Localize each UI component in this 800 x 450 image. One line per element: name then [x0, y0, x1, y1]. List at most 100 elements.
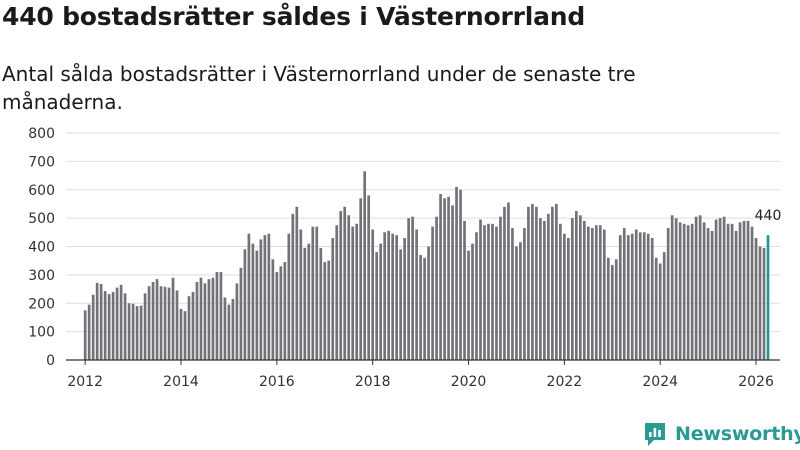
- bar: [427, 246, 430, 360]
- bar: [543, 220, 546, 360]
- x-tick-label: 2018: [355, 374, 391, 390]
- bar: [287, 233, 291, 360]
- bar: [758, 246, 762, 360]
- y-tick-label: 700: [28, 154, 55, 170]
- bar: [295, 206, 299, 360]
- bar: [319, 247, 323, 360]
- bars: [83, 171, 770, 361]
- bar: [87, 304, 91, 360]
- y-tick-label: 400: [28, 240, 55, 256]
- y-tick-label: 0: [46, 353, 55, 369]
- bar: [598, 225, 602, 360]
- bar: [115, 287, 119, 360]
- bar: [243, 249, 247, 360]
- bar: [511, 228, 514, 360]
- bar: [547, 213, 550, 360]
- bar: [487, 223, 490, 360]
- bar: [311, 226, 315, 360]
- bar: [367, 195, 371, 360]
- bar: [527, 206, 530, 360]
- gridlines: [66, 132, 780, 333]
- bar: [622, 228, 626, 360]
- bar: [654, 257, 658, 360]
- bar: [606, 257, 610, 360]
- bar: [610, 264, 614, 360]
- bar: [742, 220, 746, 360]
- bar: [279, 266, 283, 360]
- bar: [642, 232, 646, 360]
- bar: [590, 228, 594, 360]
- bar: [483, 225, 486, 360]
- newsworthy-logo-icon: [645, 423, 665, 446]
- brand-name: Newsworthy: [675, 423, 800, 445]
- bar: [263, 235, 267, 360]
- data-labels: 440: [755, 208, 782, 224]
- bar: [163, 286, 167, 360]
- bar: [119, 284, 123, 360]
- bar: [567, 237, 570, 360]
- page-title: 440 bostadsrätter såldes i Västernorrlan…: [2, 2, 586, 31]
- bar: [447, 196, 450, 360]
- bar: [231, 298, 235, 360]
- bar: [586, 226, 590, 360]
- bar: [299, 229, 303, 360]
- bar: [682, 223, 686, 360]
- bar: [219, 272, 223, 360]
- bar: [491, 223, 494, 360]
- bar: [479, 219, 482, 360]
- bar: [267, 233, 271, 360]
- bar: [694, 216, 698, 360]
- bar: [690, 223, 694, 360]
- bar: [602, 229, 606, 360]
- bar: [686, 225, 690, 360]
- bar: [471, 243, 474, 360]
- bar: [399, 249, 402, 360]
- bar: [626, 235, 630, 360]
- y-axis-tick-labels: 0 100 200 300 400 500 600 700 800: [28, 126, 55, 369]
- bar: [678, 222, 682, 360]
- bar: [343, 206, 347, 360]
- bar: [734, 230, 738, 360]
- bar: [215, 272, 219, 360]
- bar: [594, 225, 598, 360]
- bar: [618, 235, 622, 360]
- x-tick-label: 2022: [547, 374, 583, 390]
- bar: [99, 283, 103, 360]
- bar: [355, 223, 359, 360]
- bar: [750, 226, 754, 360]
- x-tick-label: 2026: [738, 374, 774, 390]
- bar: [107, 294, 111, 360]
- bar: [183, 311, 187, 360]
- bar: [718, 218, 722, 361]
- bar: [403, 237, 406, 360]
- bar: [519, 242, 522, 360]
- bar: [578, 215, 582, 360]
- bar: [351, 226, 355, 360]
- bar: [131, 303, 135, 360]
- bar: [503, 206, 506, 360]
- bar: [443, 198, 446, 360]
- bar: [271, 259, 275, 360]
- bar: [670, 215, 674, 360]
- bar: [658, 263, 662, 360]
- last-value-label: 440: [755, 208, 782, 224]
- bar: [375, 252, 379, 360]
- bar: [123, 293, 127, 360]
- bar: [395, 235, 398, 360]
- bar: [275, 272, 279, 360]
- y-tick-label: 300: [28, 268, 55, 284]
- bar: [175, 290, 179, 360]
- bar: [630, 233, 634, 360]
- newsworthy-logo[interactable]: Newsworthy: [643, 420, 800, 448]
- bar: [702, 222, 706, 360]
- bar: [203, 283, 207, 360]
- bar: [363, 171, 367, 360]
- bar: [283, 262, 287, 360]
- y-tick-label: 100: [28, 325, 55, 341]
- x-tick-label: 2016: [259, 374, 295, 390]
- bar: [239, 267, 243, 360]
- x-tick-label: 2014: [163, 374, 199, 390]
- bar: [315, 226, 319, 360]
- bar: [179, 308, 183, 360]
